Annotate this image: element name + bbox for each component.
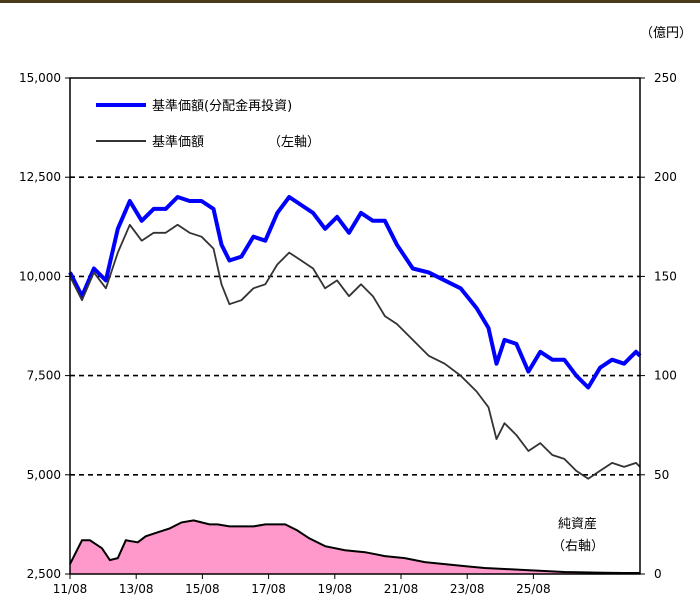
x-tick-label: 11/08 [53,582,88,596]
line-nav [69,223,641,480]
net-assets-fill [70,520,640,574]
left-tick-label: 7,500 [27,369,61,383]
x-tick-label: 13/08 [119,582,154,596]
net-assets-label: 純資産 [558,516,597,532]
right-tick-label: 150 [654,269,677,283]
x-tick-label: 23/08 [450,582,485,596]
grid-lines [70,176,640,476]
x-tick-label: 15/08 [185,582,220,596]
x-tick-label: 21/08 [384,582,419,596]
net-assets-outline [69,519,640,574]
right-tick-label: 200 [654,170,677,184]
axis-labels: 2,500 5,000 7,500 10,000 12,500 15,000 0 50 100 1… [19,71,677,596]
right-tick-label: 50 [654,468,669,482]
line-nav-reinvested [68,195,642,390]
left-tick-label: 2,500 [27,567,61,581]
right-axis-note: （右軸） [552,539,604,554]
net-assets-area [69,519,640,574]
right-axis-unit: （億円） [640,25,692,41]
left-tick-label: 10,000 [19,269,61,283]
series-lines [68,195,642,480]
x-tick-label: 17/08 [251,582,286,596]
legend: 基準価額(分配金再投資) 基準価額 （左軸） [96,98,320,150]
x-tick-label: 25/08 [516,582,551,596]
right-tick-label: 250 [654,71,677,85]
left-tick-label: 15,000 [19,71,61,85]
legend-label-reinvested: 基準価額(分配金再投資) [152,98,292,114]
right-tick-label: 0 [654,567,662,581]
legend-label-nav: 基準価額 [152,134,204,150]
left-axis-note: （左軸） [268,135,320,150]
x-tick-label: 19/08 [318,582,353,596]
plot-border [69,77,641,575]
left-tick-label: 5,000 [27,468,61,482]
plot-frame [69,77,641,575]
left-tick-label: 12,500 [19,170,61,184]
right-tick-label: 100 [654,369,677,383]
top-border [0,0,700,3]
